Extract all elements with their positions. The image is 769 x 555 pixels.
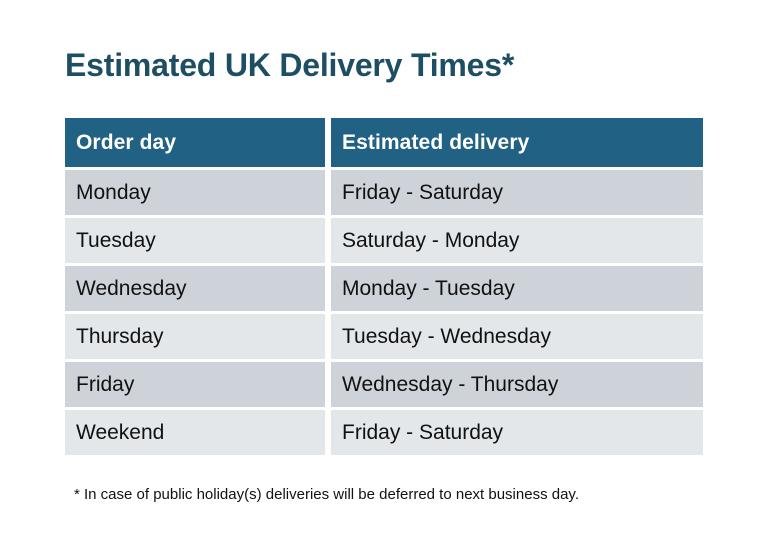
table-row: Tuesday Saturday - Monday	[65, 218, 703, 263]
cell-estimated-delivery: Tuesday - Wednesday	[331, 314, 703, 359]
table-row: Weekend Friday - Saturday	[65, 410, 703, 455]
cell-estimated-delivery: Friday - Saturday	[331, 170, 703, 215]
column-header-estimated-delivery: Estimated delivery	[331, 118, 703, 167]
cell-order-day: Friday	[65, 362, 325, 407]
page-title: Estimated UK Delivery Times*	[65, 47, 515, 83]
cell-estimated-delivery: Wednesday - Thursday	[331, 362, 703, 407]
delivery-times-table: Order day Estimated delivery Monday Frid…	[65, 118, 703, 455]
footnote-text: * In case of public holiday(s) deliverie…	[74, 486, 579, 503]
table-header-row: Order day Estimated delivery	[65, 118, 703, 167]
cell-estimated-delivery: Monday - Tuesday	[331, 266, 703, 311]
cell-order-day: Monday	[65, 170, 325, 215]
cell-estimated-delivery: Saturday - Monday	[331, 218, 703, 263]
cell-order-day: Tuesday	[65, 218, 325, 263]
column-header-order-day: Order day	[65, 118, 325, 167]
table-row: Friday Wednesday - Thursday	[65, 362, 703, 407]
cell-order-day: Wednesday	[65, 266, 325, 311]
table-row: Thursday Tuesday - Wednesday	[65, 314, 703, 359]
cell-order-day: Weekend	[65, 410, 325, 455]
cell-order-day: Thursday	[65, 314, 325, 359]
cell-estimated-delivery: Friday - Saturday	[331, 410, 703, 455]
table-row: Wednesday Monday - Tuesday	[65, 266, 703, 311]
table-row: Monday Friday - Saturday	[65, 170, 703, 215]
